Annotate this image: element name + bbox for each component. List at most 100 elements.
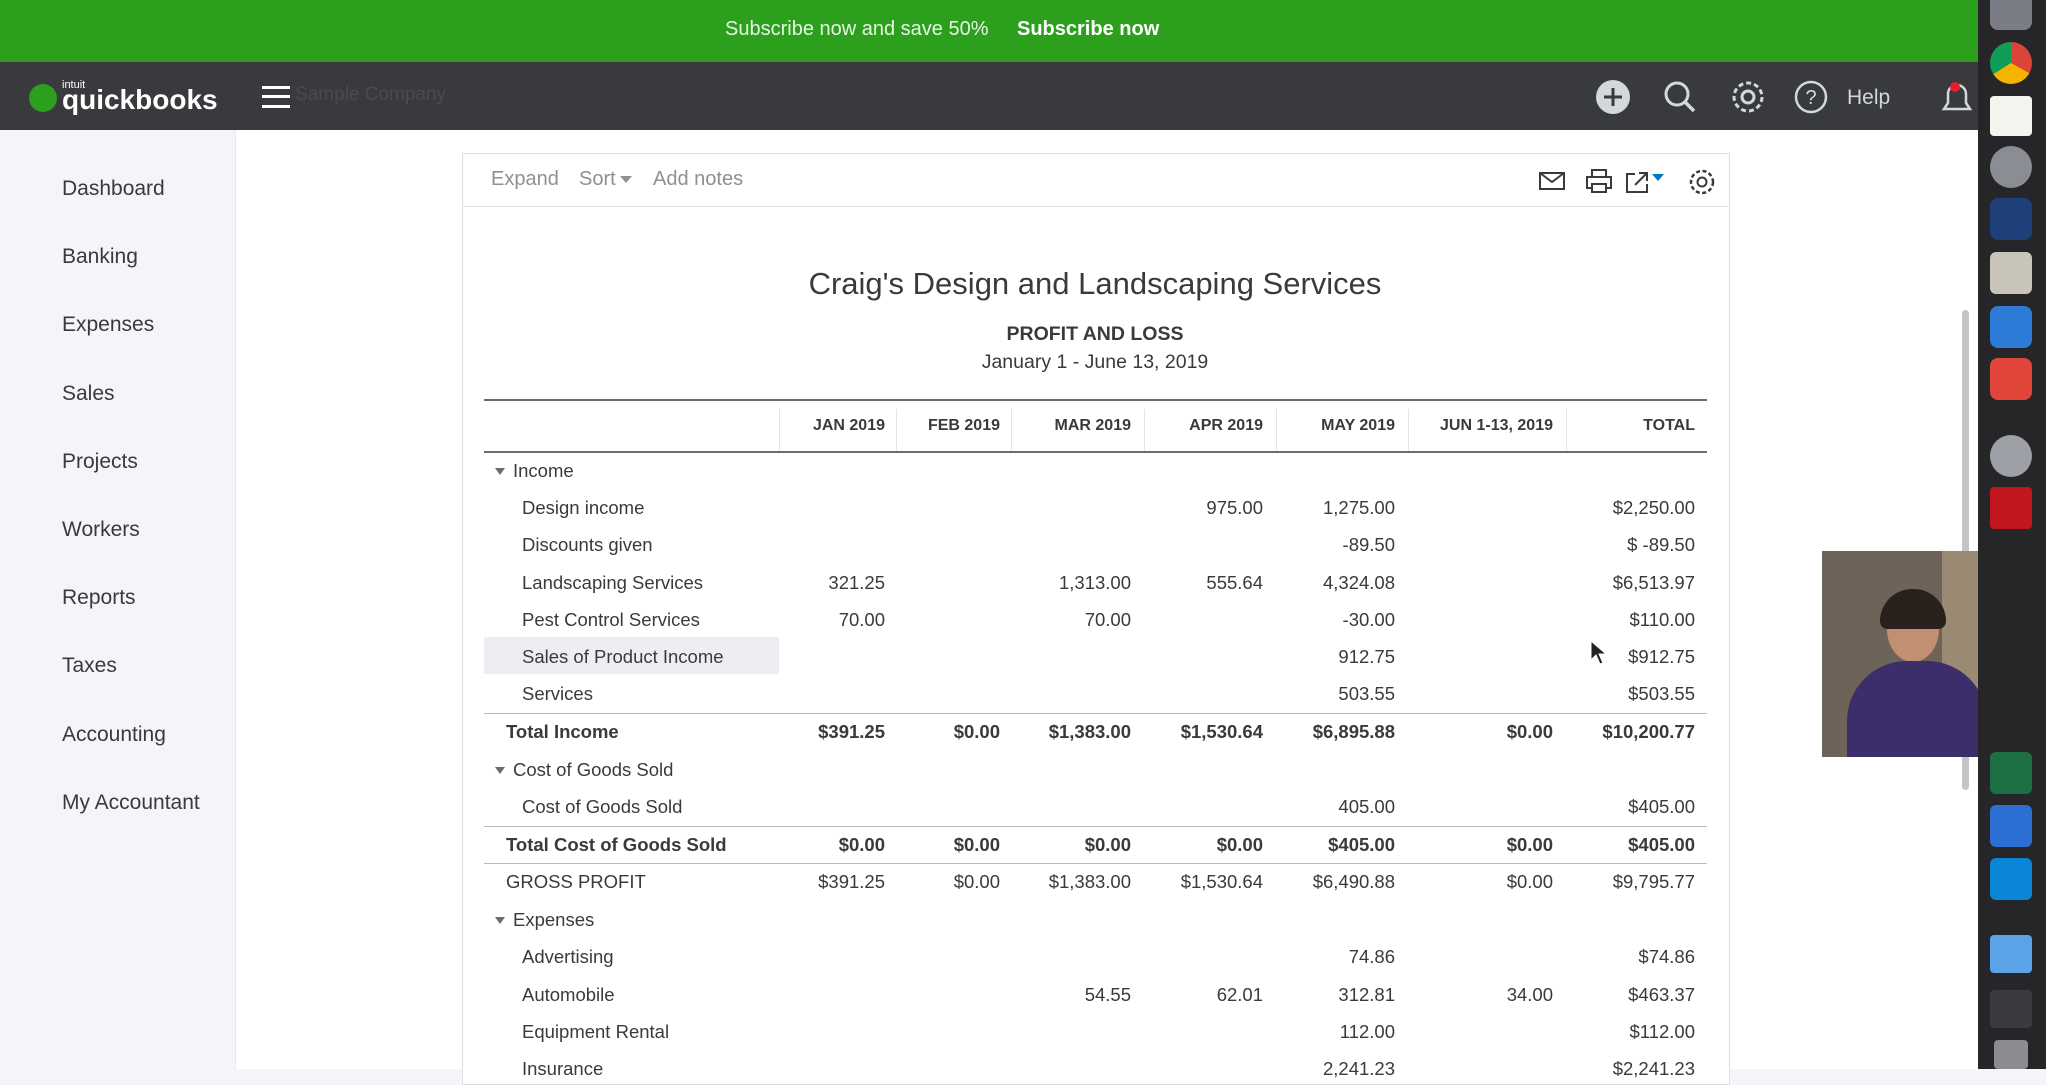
dock xyxy=(1978,0,2046,1069)
column-separator xyxy=(1276,409,1277,451)
item-value: 912.75 xyxy=(1338,646,1395,667)
item-label: Landscaping Services xyxy=(522,571,703,593)
item-label: Insurance xyxy=(522,1058,604,1079)
sidebar-item[interactable]: Sales xyxy=(62,381,115,405)
item-label: Automobile xyxy=(522,983,615,1005)
expand-button[interactable]: Expand xyxy=(491,168,559,190)
item-value: $112.00 xyxy=(1629,1020,1696,1042)
item-value: $6,513.97 xyxy=(1612,571,1695,593)
gross-value: $9,795.77 xyxy=(1612,871,1695,893)
gross-value: $391.25 xyxy=(818,871,885,893)
gross-value: $1,383.00 xyxy=(1048,871,1131,893)
email-button[interactable] xyxy=(1539,172,1565,190)
item-value: 34.00 xyxy=(1506,983,1553,1005)
column-separator xyxy=(896,409,897,451)
column-header: FEB 2019 xyxy=(927,417,1000,434)
settings-button[interactable] xyxy=(1732,81,1764,113)
item-value: 70.00 xyxy=(1084,608,1131,630)
logo-small: intuit xyxy=(62,79,86,91)
total-value: $0.00 xyxy=(1216,834,1263,855)
help-icon[interactable] xyxy=(1794,80,1828,114)
top-nav xyxy=(0,62,1978,130)
item-value: $405.00 xyxy=(1628,795,1695,817)
total-label: Total Cost of Goods Sold xyxy=(506,834,727,855)
item-value: -89.50 xyxy=(1342,534,1395,556)
sidebar-item[interactable]: Projects xyxy=(62,449,138,473)
report-toolbar xyxy=(463,154,1728,207)
sidebar-item[interactable]: Accounting xyxy=(62,722,166,746)
item-value: 70.00 xyxy=(838,608,885,630)
mouse-cursor xyxy=(1590,640,1606,665)
column-header: JUN 1-13, 2019 xyxy=(1440,417,1553,434)
item-value: $ -89.50 xyxy=(1627,534,1695,556)
promo-banner xyxy=(0,0,1978,62)
sidebar-item[interactable]: My Accountant xyxy=(62,790,200,814)
item-value: $912.75 xyxy=(1628,646,1695,667)
item-value: $74.86 xyxy=(1638,946,1695,968)
gross-rule xyxy=(484,863,1707,865)
subscribe-button[interactable]: Subscribe now xyxy=(1017,18,1160,40)
total-value: $1,530.64 xyxy=(1180,721,1263,743)
export-button[interactable] xyxy=(1626,172,1648,193)
item-value: 112.00 xyxy=(1339,1020,1395,1042)
sidebar-item[interactable]: Taxes xyxy=(62,654,117,678)
item-value: 1,275.00 xyxy=(1322,497,1395,519)
svg-text:?: ? xyxy=(1805,87,1816,109)
menu-button[interactable] xyxy=(262,86,290,108)
sidebar-item[interactable]: Banking xyxy=(62,245,138,269)
gross-value: $6,490.88 xyxy=(1312,871,1395,893)
item-label: Services xyxy=(522,683,593,705)
total-value: $10,200.77 xyxy=(1602,721,1695,743)
total-label: Total Income xyxy=(506,721,619,743)
item-value: $503.55 xyxy=(1628,683,1695,705)
total-rule xyxy=(484,826,1707,827)
company-name: Sample Company xyxy=(295,84,447,105)
section-toggle[interactable] xyxy=(495,766,505,779)
item-value: $2,241.23 xyxy=(1612,1058,1695,1079)
table-top-rule xyxy=(484,399,1707,401)
report-settings-button[interactable] xyxy=(1687,167,1717,197)
gross-value: $0.00 xyxy=(953,871,1000,893)
add-notes-button[interactable]: Add notes xyxy=(653,168,744,190)
item-value: 555.64 xyxy=(1206,571,1263,593)
report-period: January 1 - June 13, 2019 xyxy=(981,351,1209,373)
scrollbar xyxy=(1962,310,1969,790)
total-value: $0.00 xyxy=(1084,834,1131,855)
item-value: 4,324.08 xyxy=(1322,571,1395,593)
total-value: $0.00 xyxy=(953,834,1000,855)
help-link[interactable]: Help xyxy=(1847,86,1891,109)
item-value: 1,313.00 xyxy=(1058,571,1131,593)
sidebar-item[interactable]: Dashboard xyxy=(62,177,165,200)
search-button[interactable] xyxy=(1664,81,1690,107)
sort-button[interactable]: Sort xyxy=(579,168,632,191)
column-separator xyxy=(1144,409,1145,451)
total-value: $1,383.00 xyxy=(1048,721,1131,743)
section-header: Income xyxy=(513,460,574,481)
column-header: MAY 2019 xyxy=(1321,417,1395,434)
sidebar-item[interactable]: Reports xyxy=(62,586,136,610)
sidebar-item[interactable]: Workers xyxy=(62,518,140,541)
section-toggle[interactable] xyxy=(495,468,505,480)
item-label: Design income xyxy=(522,497,645,519)
gross-value: $1,530.64 xyxy=(1180,871,1263,893)
total-value: $391.25 xyxy=(818,721,885,743)
sidebar-item[interactable]: Expenses xyxy=(62,313,155,337)
total-rule xyxy=(484,713,1707,715)
column-separator xyxy=(1408,409,1409,451)
logo[interactable]: quickbooks xyxy=(62,84,218,115)
section-toggle[interactable] xyxy=(495,917,505,929)
total-value: $0.00 xyxy=(838,834,885,855)
total-value: $405.00 xyxy=(1628,834,1695,855)
item-label: Discounts given xyxy=(522,534,653,556)
column-header: JAN 2019 xyxy=(812,417,885,434)
item-value: 405.00 xyxy=(1338,795,1395,817)
item-value: 975.00 xyxy=(1206,497,1263,519)
column-separator xyxy=(779,409,780,451)
total-value: $6,895.88 xyxy=(1312,721,1395,743)
item-value: 74.86 xyxy=(1348,946,1395,968)
item-value: $2,250.00 xyxy=(1612,497,1695,519)
total-value: $0.00 xyxy=(1506,721,1553,743)
item-label: Pest Control Services xyxy=(522,608,700,630)
sidebar xyxy=(0,130,236,1069)
